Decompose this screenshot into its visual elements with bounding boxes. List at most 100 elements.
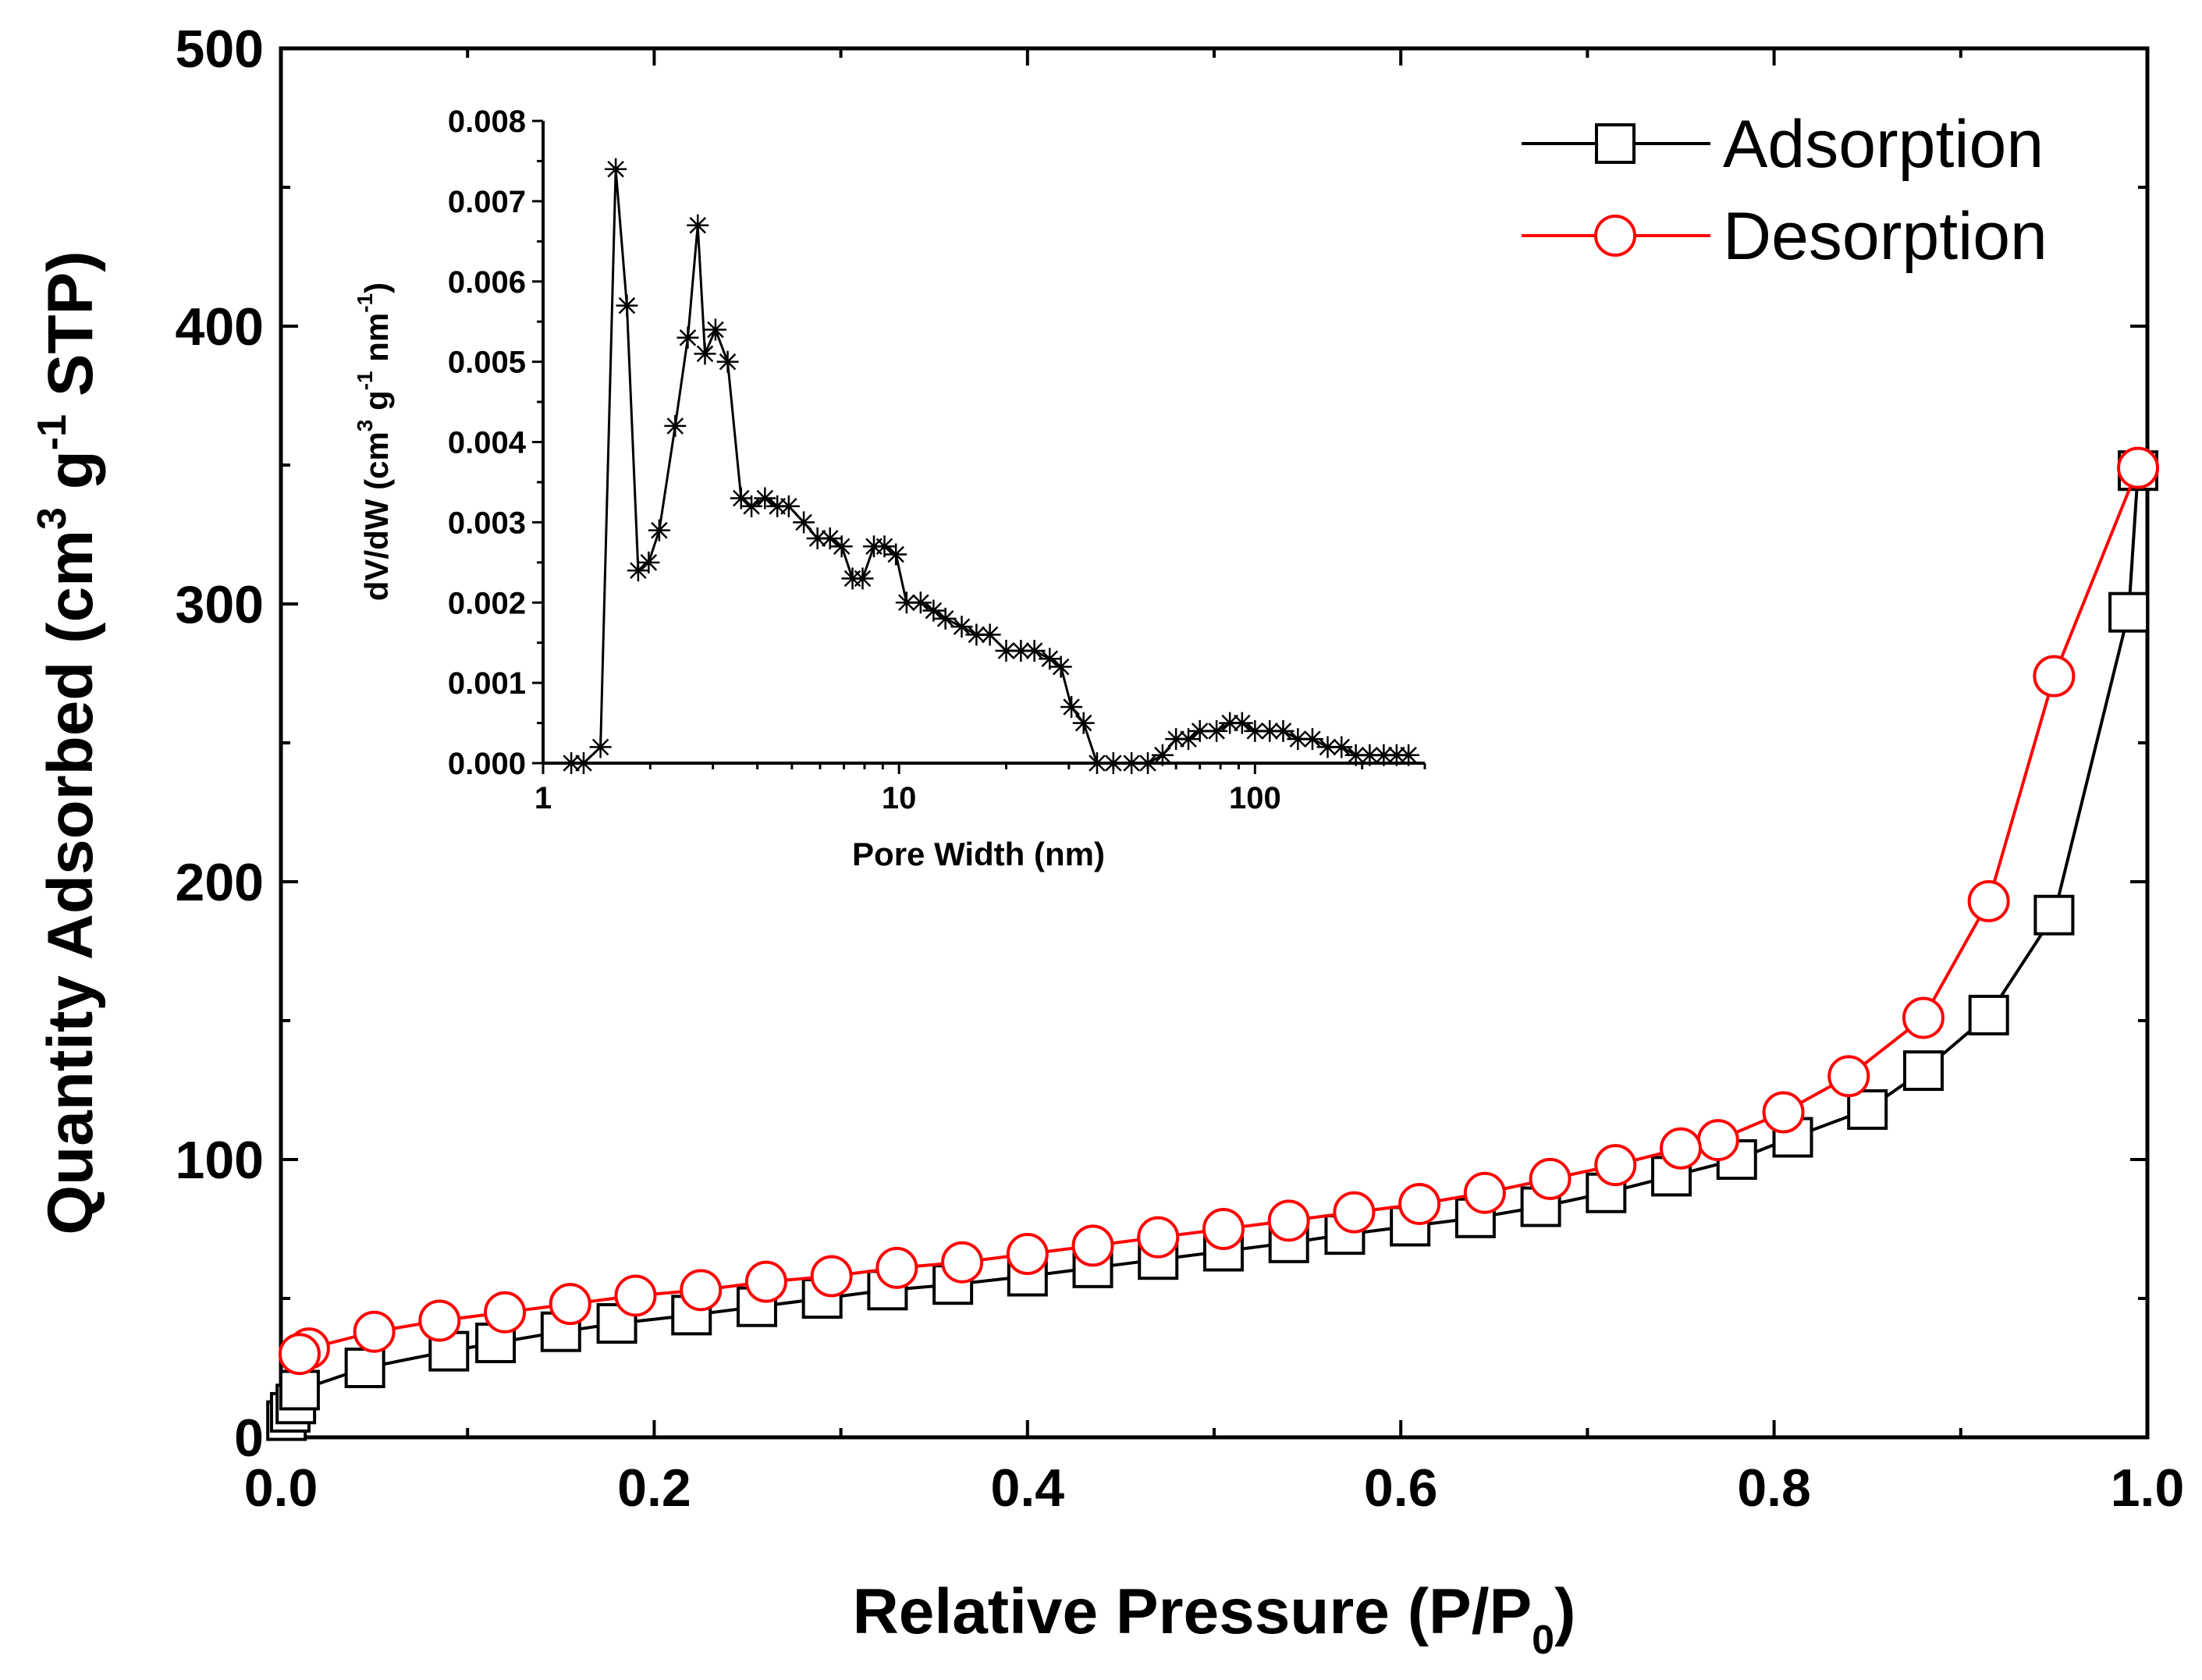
inset-x-tick-label: 100	[1229, 781, 1281, 815]
asterisk-stroke	[1347, 746, 1365, 764]
asterisk-stroke	[732, 489, 750, 507]
asterisk-stroke	[1139, 755, 1156, 772]
pore-distribution-point	[694, 343, 716, 365]
pore-distribution-point	[934, 607, 957, 630]
pore-distribution-point	[1330, 736, 1353, 758]
asterisk-stroke	[743, 498, 760, 515]
pore-distribution-point	[572, 752, 595, 774]
asterisk-stroke	[1041, 650, 1059, 668]
adsorption-point	[344, 1348, 385, 1388]
pore-distribution-point	[1231, 712, 1253, 734]
inset-x-tick-label: 1	[535, 781, 552, 815]
inset-y-tick-label: 0.007	[448, 185, 526, 219]
desorption-point	[418, 1299, 461, 1342]
pore-distribution-point	[793, 511, 815, 534]
main-y-tick-label: 300	[176, 575, 264, 634]
pore-distribution-point	[741, 495, 763, 517]
adsorption-point	[279, 1369, 320, 1411]
asterisk-stroke	[1208, 723, 1225, 740]
main-y-axis-title: Quantity Adsorbed (cm3 g-1 STP)	[30, 250, 106, 1234]
pore-distribution-point	[716, 350, 739, 373]
asterisk-stroke	[821, 530, 839, 547]
asterisk-stroke	[1180, 730, 1197, 748]
asterisk-stroke	[1191, 723, 1209, 740]
main-y-tick-label: 0	[234, 1408, 264, 1468]
adsorption-point	[2108, 591, 2150, 633]
asterisk-stroke	[925, 602, 943, 620]
pore-distribution-point	[1358, 744, 1381, 766]
asterisk-stroke	[1261, 723, 1279, 740]
pore-distribution-point	[1398, 744, 1420, 766]
pore-distribution-point	[1151, 744, 1174, 766]
asterisk-stroke	[1089, 755, 1106, 772]
asterisk-stroke	[898, 594, 915, 612]
inset-y-tick-label: 0.003	[448, 506, 526, 540]
asterisk-stroke	[563, 755, 580, 772]
asterisk-stroke	[808, 530, 826, 547]
asterisk-stroke	[1167, 730, 1184, 748]
asterisk-stroke	[780, 498, 797, 515]
inset-series-layer	[560, 158, 1420, 774]
desorption-point	[1137, 1216, 1180, 1259]
desorption-point	[1202, 1208, 1245, 1250]
asterisk-stroke	[679, 329, 697, 346]
pore-distribution-point	[978, 623, 1001, 646]
inset-y-tick-label: 0.008	[448, 105, 526, 139]
asterisk-stroke	[912, 594, 929, 612]
desorption-point	[744, 1260, 787, 1303]
desorption-point	[1267, 1199, 1310, 1242]
asterisk-stroke	[1375, 746, 1393, 764]
asterisk-stroke	[666, 417, 684, 435]
asterisk-stroke	[607, 160, 624, 178]
pore-distribution-point	[1050, 655, 1072, 678]
inset-y-tick-label: 0.002	[448, 586, 526, 620]
pore-distribution-point	[589, 736, 612, 758]
asterisk-stroke	[875, 538, 893, 556]
pore-distribution-point	[1085, 752, 1108, 774]
asterisk-stroke	[575, 755, 592, 772]
desorption-point	[484, 1291, 527, 1334]
main-y-tick-label: 500	[176, 20, 264, 79]
pore-distribution-line	[571, 169, 1409, 765]
main-series-layer	[266, 446, 2160, 1441]
asterisk-stroke	[887, 545, 904, 563]
desorption-point	[549, 1283, 591, 1326]
pore-distribution-point	[777, 495, 800, 517]
main-axis-ticks: 0.0 0.2 0.4 0.6 0.8 1.0 0 100 200 300 400 500	[176, 20, 2185, 1518]
desorption-point	[2033, 655, 2076, 698]
asterisk-stroke	[997, 642, 1015, 659]
asterisk-stroke	[1274, 723, 1292, 740]
inset-y-axis-title-sup-neg1-a: -1	[353, 371, 377, 390]
asterisk-stroke	[1400, 746, 1417, 764]
desorption-point	[1529, 1157, 1572, 1200]
main-x-axis-title-subscript: 0	[1532, 1618, 1554, 1663]
pore-distribution-point	[806, 527, 829, 549]
desorption-point	[1696, 1119, 1739, 1162]
desorption-point	[1071, 1224, 1114, 1267]
desorption-point	[1006, 1233, 1049, 1276]
main-x-tick-label: 0.8	[1737, 1458, 1811, 1518]
pore-distribution-point	[648, 519, 670, 542]
desorption-point	[810, 1255, 853, 1298]
asterisk-stroke	[1012, 642, 1030, 659]
legend-desorption-label: Desorption	[1723, 199, 2048, 274]
pore-distribution-point	[909, 591, 932, 614]
pore-distribution-point	[885, 543, 907, 566]
pore-distribution-point	[754, 487, 776, 510]
asterisk-stroke	[953, 618, 971, 635]
pore-distribution-point	[730, 487, 752, 510]
legend-desorption-marker	[1594, 215, 1636, 257]
main-y-tick-label: 200	[176, 853, 264, 912]
asterisk-stroke	[696, 345, 714, 363]
asterisk-stroke	[1025, 642, 1043, 659]
pore-distribution-point	[1023, 639, 1046, 662]
inset-y-tick-label: 0.001	[448, 666, 526, 701]
pore-distribution-point	[1072, 712, 1095, 734]
main-y-tick-label: 400	[176, 297, 264, 357]
pore-distribution-point	[627, 559, 649, 582]
pore-distribution-point	[1165, 728, 1188, 751]
asterisk-stroke	[1319, 738, 1337, 756]
inset-y-axis-title: dV/dW (cm3 g-1 nm-1)	[353, 282, 395, 601]
asterisk-stroke	[968, 626, 986, 644]
